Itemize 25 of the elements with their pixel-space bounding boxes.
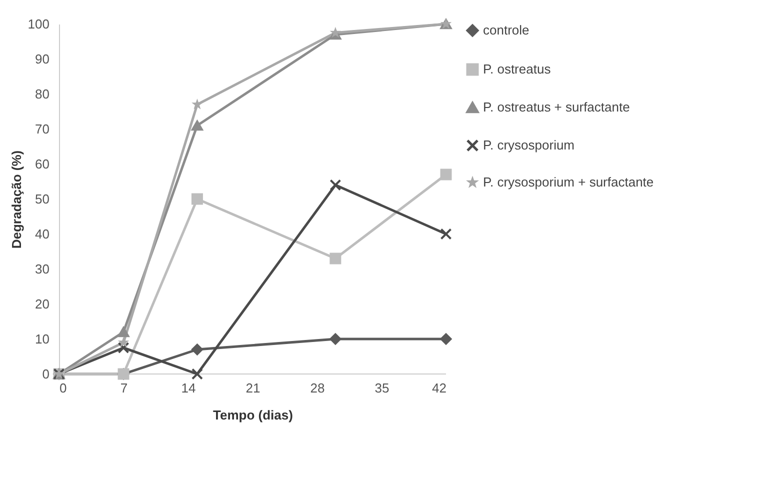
x-tick-label: 0 — [60, 380, 67, 396]
y-tick-label: 10 — [35, 332, 50, 346]
y-tick-label: 30 — [35, 262, 50, 276]
x-tick-label: 21 — [246, 380, 260, 396]
x-tick-label: 42 — [432, 380, 446, 396]
y-tick-label: 60 — [35, 156, 50, 172]
legend-label: controle — [483, 22, 530, 38]
x-tick-label: 14 — [181, 380, 196, 396]
y-axis-title: Degradação (%) — [8, 150, 24, 249]
legend-label: P. ostreatus + surfactante — [483, 100, 630, 114]
y-tick-label: 70 — [35, 122, 50, 136]
x-axis-title: Tempo (dias) — [213, 408, 293, 422]
legend-label: P. crysosporium + surfactante — [483, 174, 654, 190]
y-tick-label: 100 — [28, 16, 50, 32]
y-tick-label: 90 — [35, 52, 50, 66]
x-tick-label: 35 — [374, 380, 390, 396]
y-tick-label: 80 — [35, 86, 50, 102]
y-tick-label: 0 — [42, 366, 50, 382]
y-tick-label: 50 — [35, 192, 50, 206]
x-tick-label: 28 — [310, 380, 325, 396]
legend-label: P. crysosporium — [483, 138, 575, 152]
legend-label: P. ostreatus — [483, 62, 552, 76]
y-tick-label: 20 — [35, 296, 50, 312]
x-tick-label: 7 — [120, 380, 128, 396]
y-tick-label: 40 — [35, 226, 50, 242]
